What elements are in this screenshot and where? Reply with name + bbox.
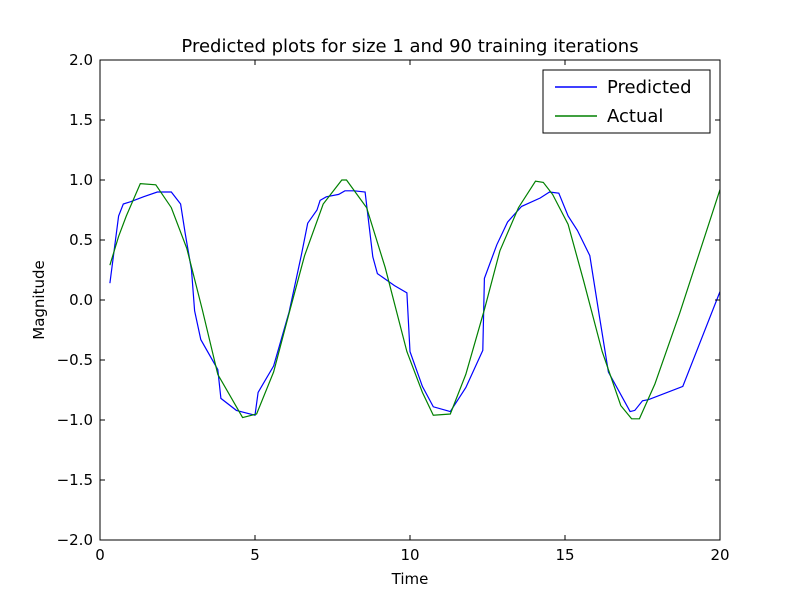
y-tick-label: 1.0: [69, 171, 93, 189]
y-tick-label: −1.5: [57, 471, 93, 489]
y-axis: 2.0 1.5 1.0 0.5 0.0 −0.5 −1.0 −1.5 −2.0: [57, 51, 720, 549]
series-line-actual: [109, 179, 720, 420]
x-tick-label: 10: [400, 546, 419, 564]
y-tick-label: −1.0: [57, 411, 93, 429]
x-axis-label: Time: [391, 570, 429, 588]
x-tick-label: 20: [710, 546, 729, 564]
x-tick-label: 15: [555, 546, 574, 564]
legend-label-predicted: Predicted: [607, 77, 692, 98]
y-tick-label: 1.5: [69, 111, 93, 129]
y-tick-label: 0.0: [69, 291, 93, 309]
chart-title: Predicted plots for size 1 and 90 traini…: [181, 36, 638, 57]
plot-area: [100, 60, 720, 540]
x-tick-label: 0: [95, 546, 105, 564]
x-tick-label: 5: [250, 546, 260, 564]
series-layer: [109, 179, 720, 420]
y-axis-label: Magnitude: [30, 260, 48, 339]
legend-box: [542, 69, 711, 134]
legend-label-actual: Actual: [607, 106, 663, 127]
y-tick-label: 0.5: [69, 231, 93, 249]
series-line-predicted: [109, 190, 720, 416]
y-tick-label: −2.0: [57, 531, 93, 549]
legend: Predicted Actual: [542, 69, 711, 134]
x-axis: 0 5 10 15 20: [95, 60, 730, 564]
y-tick-label: 2.0: [69, 51, 93, 69]
y-tick-label: −0.5: [57, 351, 93, 369]
